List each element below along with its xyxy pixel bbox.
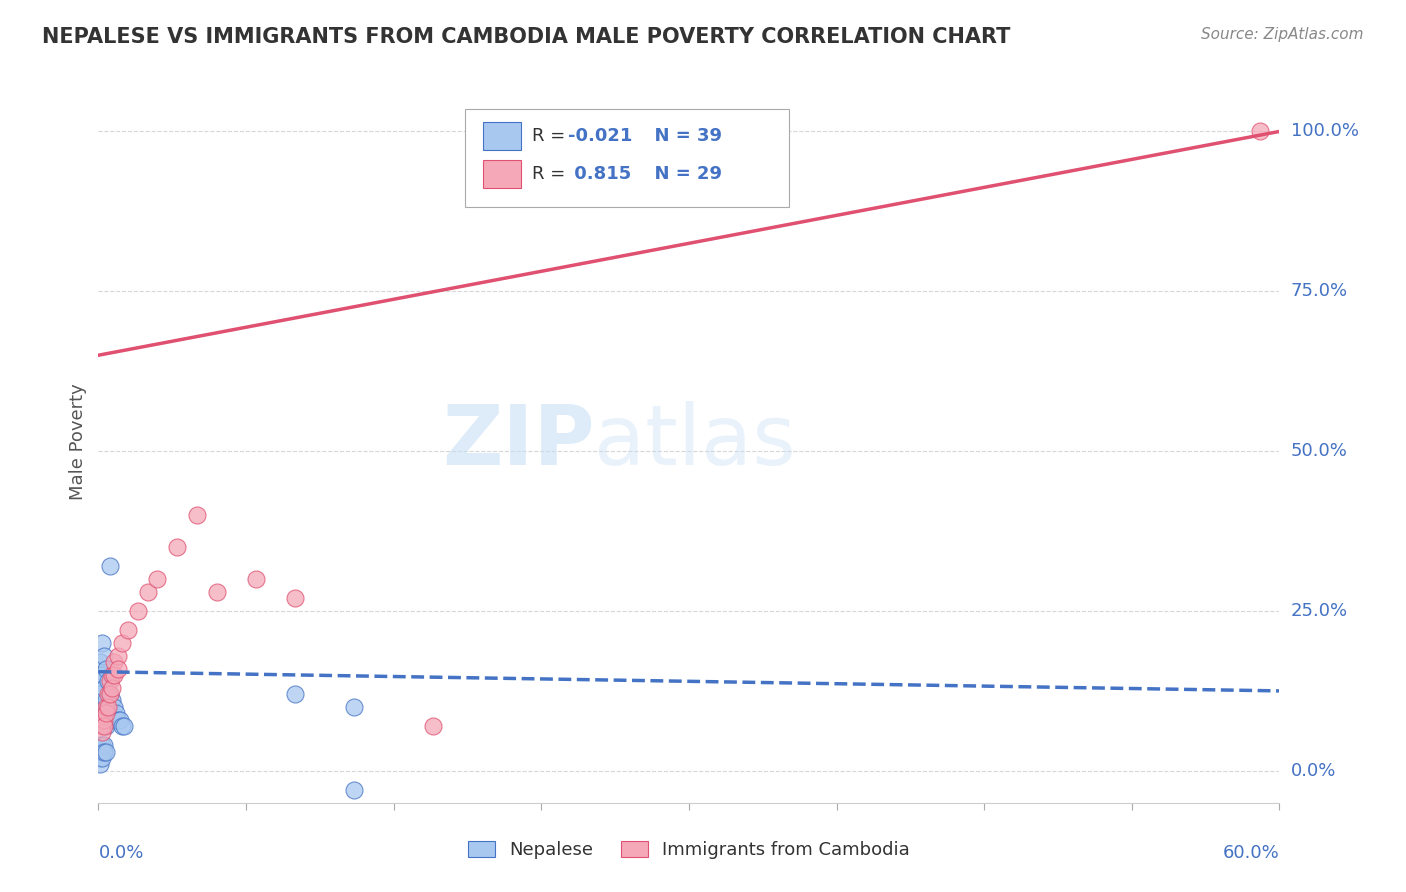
Point: [103, 699, 125, 714]
Point: [93, 738, 115, 752]
Point: [93, 681, 115, 695]
Point: [103, 655, 125, 669]
Text: Source: ZipAtlas.com: Source: ZipAtlas.com: [1201, 27, 1364, 42]
Point: [89, 674, 111, 689]
Point: [101, 681, 124, 695]
Point: [98, 687, 121, 701]
Text: -0.021: -0.021: [568, 127, 633, 145]
Point: [91, 699, 114, 714]
Point: [245, 572, 267, 586]
Text: NEPALESE VS IMMIGRANTS FROM CAMBODIA MALE POVERTY CORRELATION CHART: NEPALESE VS IMMIGRANTS FROM CAMBODIA MAL…: [42, 27, 1011, 46]
Point: [284, 591, 307, 606]
Point: [91, 719, 114, 733]
Point: [91, 745, 114, 759]
Point: [343, 783, 366, 797]
Point: [146, 572, 169, 586]
Point: [111, 719, 134, 733]
Y-axis label: Male Poverty: Male Poverty: [69, 384, 87, 500]
Text: 75.0%: 75.0%: [1291, 282, 1348, 301]
Point: [93, 706, 115, 721]
Legend: Nepalese, Immigrants from Cambodia: Nepalese, Immigrants from Cambodia: [461, 833, 917, 866]
Point: [98, 559, 121, 574]
Point: [284, 687, 307, 701]
Point: [89, 687, 111, 701]
Point: [112, 719, 135, 733]
Point: [107, 648, 129, 663]
Point: [101, 668, 124, 682]
Point: [98, 687, 121, 701]
Point: [111, 636, 134, 650]
Text: N = 39: N = 39: [641, 127, 721, 145]
Point: [103, 713, 125, 727]
Point: [166, 540, 188, 554]
Point: [205, 584, 228, 599]
Point: [107, 661, 129, 675]
Point: [343, 699, 366, 714]
Point: [89, 738, 111, 752]
FancyBboxPatch shape: [464, 109, 789, 207]
Point: [91, 751, 114, 765]
Text: 60.0%: 60.0%: [1223, 845, 1279, 863]
Point: [96, 661, 118, 675]
Point: [89, 745, 111, 759]
Point: [91, 668, 114, 682]
Text: 50.0%: 50.0%: [1291, 442, 1347, 460]
Text: ZIP: ZIP: [441, 401, 595, 482]
Point: [117, 623, 139, 637]
Point: [89, 655, 111, 669]
Text: R =: R =: [531, 165, 571, 183]
Point: [89, 757, 111, 772]
Point: [103, 668, 125, 682]
Point: [97, 699, 120, 714]
Point: [97, 699, 120, 714]
FancyBboxPatch shape: [484, 122, 522, 150]
Point: [91, 725, 114, 739]
Point: [108, 713, 131, 727]
Text: 25.0%: 25.0%: [1291, 602, 1348, 620]
Point: [91, 636, 114, 650]
Point: [107, 713, 129, 727]
Point: [93, 648, 115, 663]
Point: [93, 719, 115, 733]
Point: [93, 713, 115, 727]
Point: [96, 745, 118, 759]
Point: [186, 508, 208, 522]
Text: 100.0%: 100.0%: [1291, 122, 1358, 140]
Text: N = 29: N = 29: [641, 165, 721, 183]
Point: [96, 693, 118, 707]
Point: [105, 706, 128, 721]
Point: [422, 719, 444, 733]
Point: [97, 687, 120, 701]
Point: [97, 674, 120, 689]
Point: [101, 693, 124, 707]
Point: [89, 751, 111, 765]
Text: 0.0%: 0.0%: [1291, 762, 1336, 780]
Point: [96, 719, 118, 733]
Text: atlas: atlas: [595, 401, 796, 482]
Point: [91, 738, 114, 752]
Text: R =: R =: [531, 127, 571, 145]
Point: [101, 706, 124, 721]
Point: [96, 706, 118, 721]
Text: 0.815: 0.815: [568, 165, 631, 183]
Point: [93, 745, 115, 759]
Point: [96, 699, 118, 714]
FancyBboxPatch shape: [484, 161, 522, 188]
Point: [1249, 124, 1271, 138]
Point: [89, 713, 111, 727]
Point: [98, 674, 121, 689]
Point: [136, 584, 159, 599]
Point: [127, 604, 149, 618]
Point: [91, 713, 114, 727]
Text: 0.0%: 0.0%: [98, 845, 143, 863]
